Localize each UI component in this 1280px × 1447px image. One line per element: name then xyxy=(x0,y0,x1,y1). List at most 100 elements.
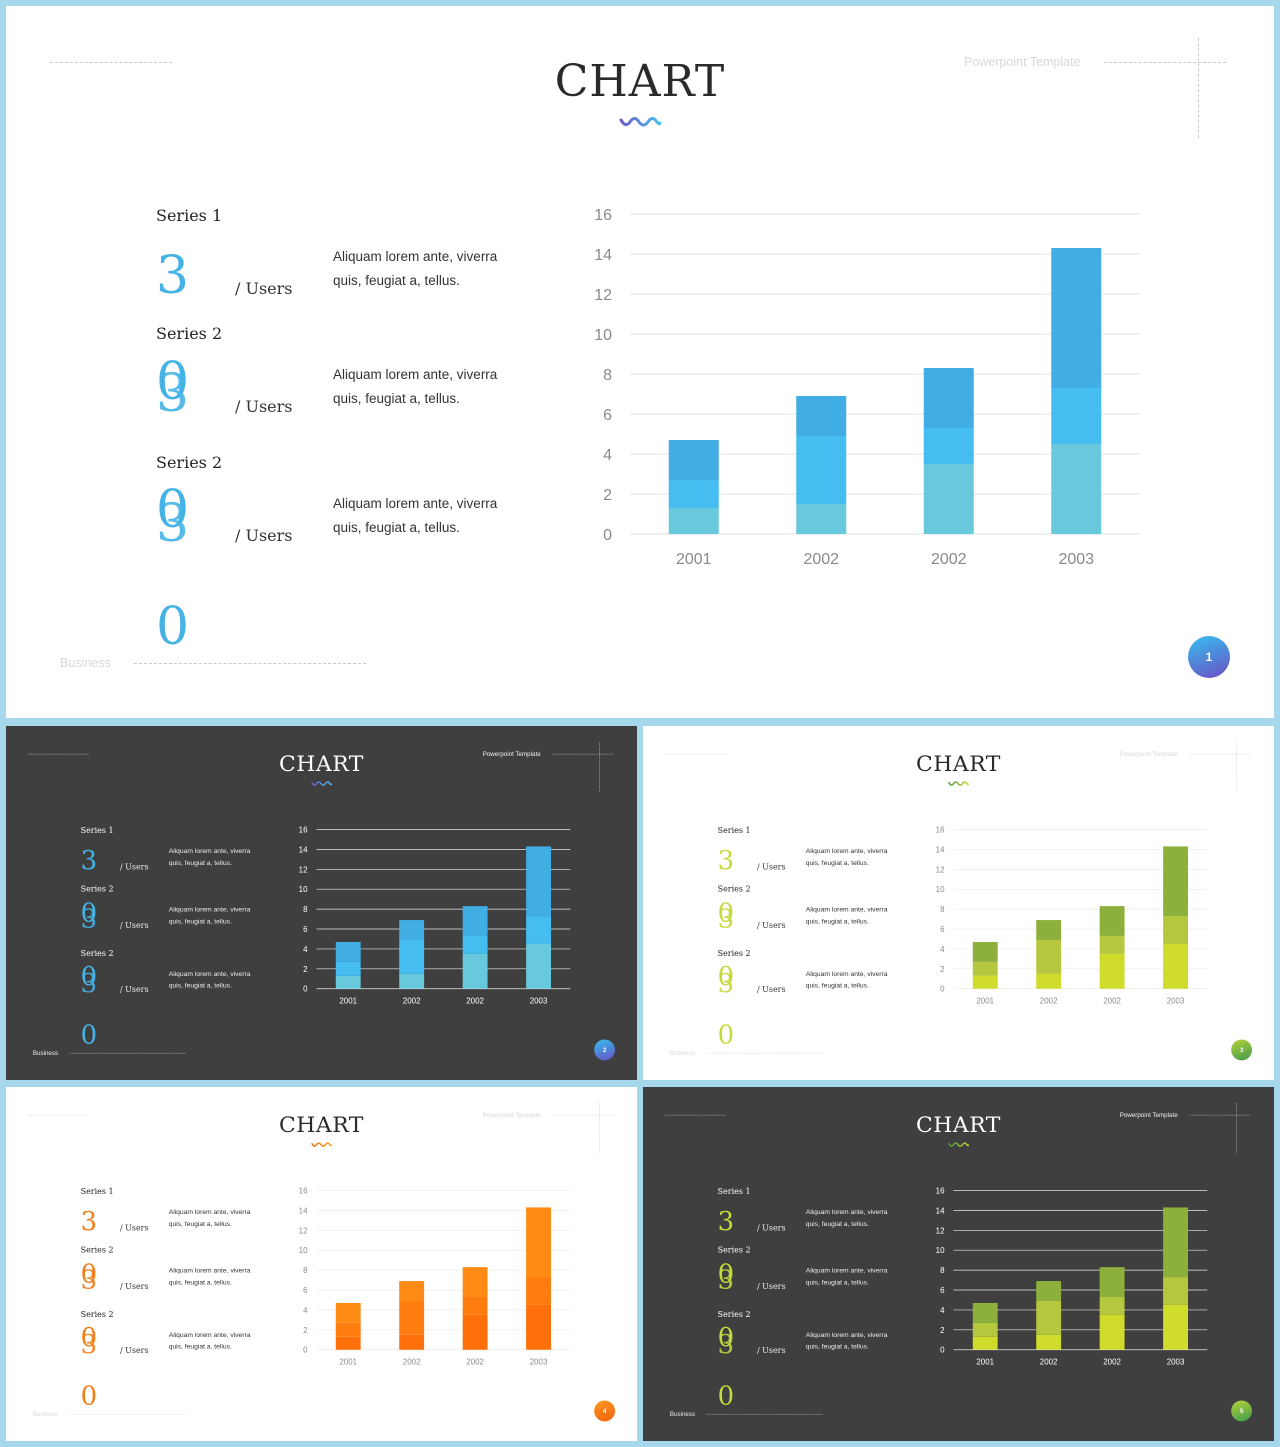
wave-ornament-icon xyxy=(311,1142,333,1147)
slide-1[interactable]: CHART Powerpoint Template Business Series 1… xyxy=(6,6,1274,718)
users-label: / Users xyxy=(756,1222,786,1233)
bar-segment xyxy=(526,846,551,917)
bar-segment xyxy=(462,1296,488,1315)
bar-segment xyxy=(1036,939,1062,974)
slide-2[interactable]: CHART Powerpoint Template Business Series 1… xyxy=(6,726,637,1080)
x-tick-label: 2002 xyxy=(1040,997,1058,1006)
bar-segment xyxy=(1163,1277,1188,1305)
y-tick-label: 16 xyxy=(299,825,308,834)
y-tick-label: 2 xyxy=(940,1326,945,1335)
series-digit-ghost: 3 xyxy=(156,494,190,554)
slide-3[interactable]: CHART Powerpoint Template Business Series 1… xyxy=(643,726,1274,1080)
series-description: Aliquam lorem ante, viverra quis, feugia… xyxy=(805,969,888,990)
bar-segment xyxy=(923,368,974,428)
x-tick-label: 2002 xyxy=(403,1358,421,1367)
users-label: / Users xyxy=(756,984,786,995)
bar-segment xyxy=(335,961,361,976)
bar-segment xyxy=(399,1300,425,1335)
series-digit-ghost: 3 xyxy=(717,1265,735,1295)
series-digit: 0 xyxy=(80,961,98,992)
template-label: Powerpoint Template xyxy=(482,750,541,758)
x-tick-label: 2003 xyxy=(530,997,548,1006)
y-tick-label: 2 xyxy=(303,965,308,974)
users-label: / Users xyxy=(756,1345,786,1356)
y-tick-label: 10 xyxy=(594,327,612,344)
bar-segment xyxy=(668,480,719,508)
y-tick-label: 0 xyxy=(303,1346,308,1355)
bar-segment xyxy=(1163,916,1188,944)
bar-segment xyxy=(923,428,974,464)
bar-segment xyxy=(462,935,488,954)
slide-content: CHART Powerpoint Template Business Series 1… xyxy=(6,726,637,1080)
y-tick-label: 12 xyxy=(299,1226,308,1235)
slide-title: CHART xyxy=(279,750,364,777)
series-digit-ghost: 3 xyxy=(80,1329,98,1360)
slide-4[interactable]: CHART Powerpoint Template Business Series 1… xyxy=(6,1087,637,1441)
bar-segment xyxy=(462,1314,488,1350)
bar-segment xyxy=(1051,248,1102,388)
bar-segment xyxy=(972,975,998,989)
x-tick-label: 2003 xyxy=(530,1358,548,1367)
wave-ornament-icon xyxy=(311,781,333,786)
bar-segment xyxy=(399,973,425,989)
x-tick-label: 2002 xyxy=(403,997,421,1006)
y-tick-label: 4 xyxy=(303,1306,308,1315)
bar-segment xyxy=(399,939,425,974)
slide-content: CHART Powerpoint Template Business Series 1… xyxy=(6,1087,637,1441)
y-tick-label: 10 xyxy=(936,885,945,894)
bar-segment xyxy=(335,941,361,962)
y-tick-label: 8 xyxy=(303,1266,308,1275)
series-digit: 0 xyxy=(156,352,190,412)
bar-segment xyxy=(399,1281,425,1301)
y-tick-label: 6 xyxy=(303,925,308,934)
y-tick-label: 16 xyxy=(594,207,612,224)
series-label: Series 1 xyxy=(80,1186,114,1196)
bar-segment xyxy=(1099,953,1125,989)
business-label: Business xyxy=(32,1049,59,1057)
business-label: Business xyxy=(669,1410,696,1418)
users-label: / Users xyxy=(119,1345,149,1356)
y-tick-label: 6 xyxy=(940,1286,945,1295)
series-label: Series 2 xyxy=(80,1245,114,1255)
series-digit: 3 xyxy=(717,845,735,876)
y-tick-label: 4 xyxy=(940,945,945,954)
x-tick-label: 2003 xyxy=(1167,1358,1185,1367)
y-tick-label: 4 xyxy=(940,1306,945,1315)
x-tick-label: 2001 xyxy=(976,1358,994,1367)
bar-segment xyxy=(335,1302,361,1323)
y-tick-label: 10 xyxy=(299,885,308,894)
y-tick-label: 14 xyxy=(594,247,612,264)
series-description: Aliquam lorem ante, viverra quis, feugia… xyxy=(168,969,251,990)
y-tick-label: 14 xyxy=(936,1206,945,1215)
series-description: Aliquam lorem ante, viverra quis, feugia… xyxy=(168,846,251,867)
users-label: / Users xyxy=(756,920,786,931)
users-label: / Users xyxy=(235,279,293,298)
wave-ornament-icon xyxy=(619,117,662,127)
series-label: Series 2 xyxy=(156,453,223,472)
bar-segment xyxy=(335,975,361,989)
x-tick-label: 2002 xyxy=(1103,997,1121,1006)
x-tick-label: 2002 xyxy=(931,551,967,568)
page-number-badge: 4 xyxy=(594,1400,616,1422)
stacked-bar-chart: 0 2 4 6 8 10 12 14 16 2001 2002 2002 2003 xyxy=(299,825,571,1006)
slide-title: CHART xyxy=(916,750,1001,777)
y-tick-label: 2 xyxy=(603,487,612,504)
bar-segment xyxy=(796,396,847,436)
series-label: Series 2 xyxy=(80,884,114,894)
series-label: Series 2 xyxy=(80,948,114,958)
y-tick-label: 14 xyxy=(936,845,945,854)
y-tick-label: 0 xyxy=(603,527,612,544)
page-number-badge: 1 xyxy=(1188,636,1230,678)
x-tick-label: 2003 xyxy=(1058,551,1094,568)
bar-segment xyxy=(796,436,847,504)
business-label: Business xyxy=(60,656,111,670)
x-tick-label: 2001 xyxy=(339,997,357,1006)
bar-segment xyxy=(1099,1296,1125,1315)
y-tick-label: 6 xyxy=(940,925,945,934)
series-description: Aliquam lorem ante, viverra quis, feugia… xyxy=(333,367,498,406)
slide-5[interactable]: CHART Powerpoint Template Business Series 1… xyxy=(643,1087,1274,1441)
series-description: Aliquam lorem ante, viverra quis, feugia… xyxy=(805,1207,888,1228)
series-digit-ghost: 3 xyxy=(717,968,735,999)
template-label: Powerpoint Template xyxy=(964,55,1081,69)
series-description: Aliquam lorem ante, viverra quis, feugia… xyxy=(805,905,888,926)
